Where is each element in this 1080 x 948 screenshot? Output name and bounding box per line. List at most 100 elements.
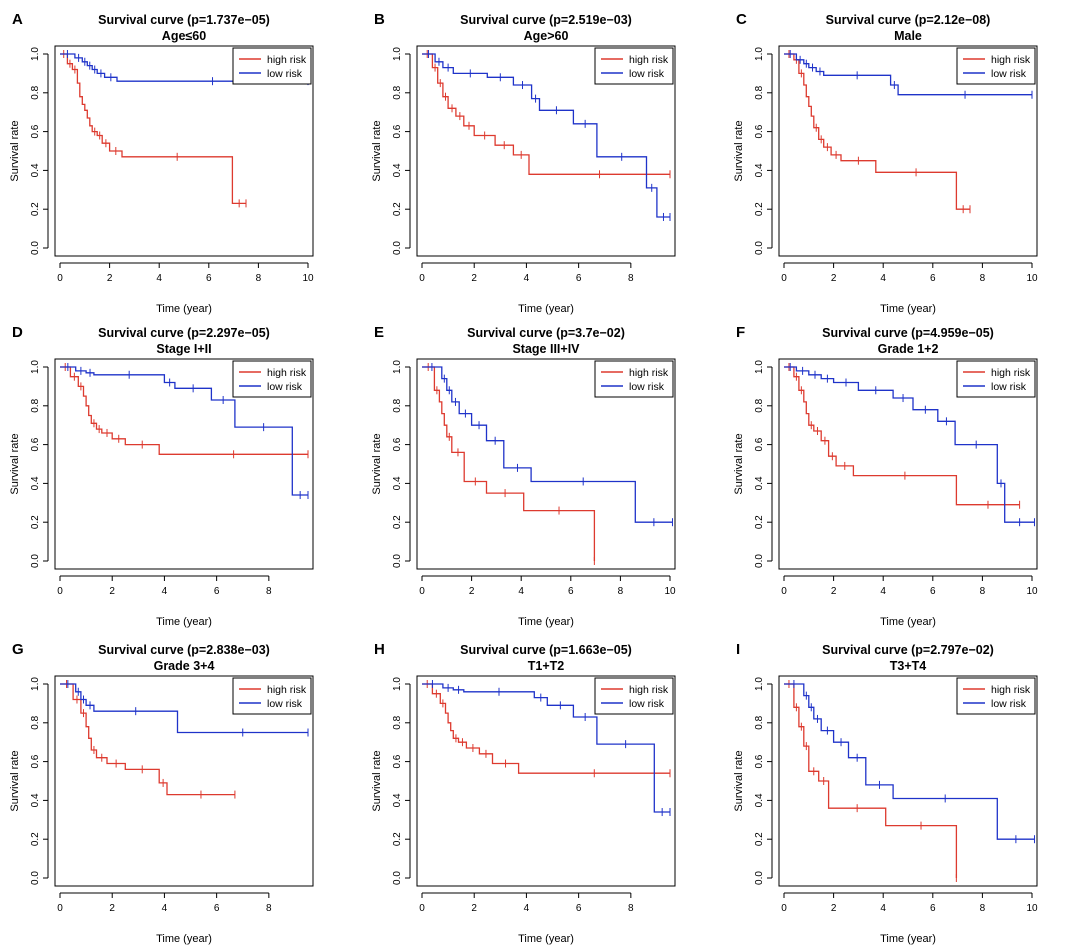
- x-tick-label: 8: [266, 586, 272, 597]
- y-tick-label: 0.0: [392, 241, 403, 255]
- x-tick-label: 4: [524, 903, 530, 914]
- chart-subtitle: Stage I+II: [156, 342, 211, 356]
- legend-label-high-risk: high risk: [991, 684, 1031, 696]
- y-tick-label: 0.2: [754, 832, 765, 846]
- y-axis: 0.0 0.2 0.4 0.6 0.8 1.0: [392, 47, 411, 255]
- plot-frame: [54, 358, 314, 570]
- x-axis: 0 2 4 6 8 10: [419, 575, 676, 597]
- y-tick-label: 1.0: [754, 677, 765, 691]
- x-tick-label: 6: [930, 273, 936, 284]
- legend-label-high-risk: high risk: [991, 54, 1031, 66]
- series-low-risk: [784, 680, 1035, 844]
- chart-title: Survival curve (p=1.663e−05): [460, 643, 632, 657]
- legend: high risk low risk: [232, 360, 312, 398]
- series-low-risk: [60, 363, 309, 500]
- y-tick-label: 0.6: [30, 437, 41, 451]
- x-tick-label: 2: [831, 273, 837, 284]
- x-axis: 0 2 4 6 8 10: [781, 262, 1038, 284]
- x-tick-label: 4: [518, 586, 524, 597]
- y-axis-title: Survival rate: [371, 120, 383, 181]
- panel-letter: I: [736, 641, 740, 658]
- survival-step-line-high-risk: [422, 366, 596, 561]
- y-tick-label: 0.6: [392, 754, 403, 768]
- x-tick-label: 6: [930, 903, 936, 914]
- x-tick-label: 2: [469, 586, 475, 597]
- x-tick-label: 8: [628, 903, 634, 914]
- y-tick-label: 1.0: [392, 47, 403, 61]
- x-axis-title: Time (year): [880, 933, 936, 945]
- chart-title: Survival curve (p=2.838e−03): [98, 643, 270, 657]
- x-tick-label: 0: [781, 273, 787, 284]
- survival-panel-b: B Survival curve (p=2.519e−03) Age>60 0 2 4 6 8…: [371, 11, 676, 315]
- plot-frame: [778, 358, 1038, 570]
- legend-label-high-risk: high risk: [267, 684, 307, 696]
- x-tick-label: 0: [419, 273, 425, 284]
- panel-letter: D: [12, 324, 23, 341]
- chart-subtitle: Grade 3+4: [154, 659, 215, 673]
- y-tick-label: 0.2: [392, 202, 403, 216]
- legend-label-low-risk: low risk: [267, 698, 303, 710]
- y-tick-label: 0.8: [30, 398, 41, 412]
- survival-panel-g: G Survival curve (p=2.838e−03) Grade 3+4 0 2…: [9, 641, 314, 945]
- panel-letter: G: [12, 641, 24, 658]
- legend-box: [594, 47, 674, 85]
- x-axis-title: Time (year): [518, 933, 574, 945]
- legend: high risk low risk: [594, 360, 674, 398]
- legend-label-low-risk: low risk: [991, 698, 1027, 710]
- y-tick-label: 0.6: [754, 437, 765, 451]
- x-tick-label: 4: [162, 586, 168, 597]
- y-tick-label: 0.2: [754, 515, 765, 529]
- x-tick-label: 10: [1026, 273, 1038, 284]
- x-axis: 0 2 4 6 8 10: [57, 262, 314, 284]
- x-tick-label: 0: [781, 903, 787, 914]
- y-tick-label: 0.0: [754, 554, 765, 568]
- y-axis: 0.0 0.2 0.4 0.6 0.8 1.0: [754, 677, 773, 885]
- y-tick-label: 0.0: [754, 871, 765, 885]
- y-axis-title: Survival rate: [733, 750, 745, 811]
- series-low-risk: [422, 363, 673, 527]
- series-high-risk: [422, 50, 671, 179]
- survival-step-line-high-risk: [60, 53, 246, 205]
- x-tick-label: 0: [57, 586, 63, 597]
- y-axis: 0.0 0.2 0.4 0.6 0.8 1.0: [30, 47, 49, 255]
- chart-subtitle: T1+T2: [528, 659, 565, 673]
- survival-step-line-low-risk: [422, 366, 673, 523]
- series-low-risk: [60, 50, 309, 86]
- x-axis-title: Time (year): [156, 616, 212, 628]
- chart-title: Survival curve (p=3.7e−02): [467, 326, 625, 340]
- x-tick-label: 6: [214, 586, 220, 597]
- survival-step-line-low-risk: [784, 366, 1035, 523]
- x-tick-label: 8: [256, 273, 262, 284]
- y-tick-label: 0.8: [754, 715, 765, 729]
- chart-title: Survival curve (p=4.959e−05): [822, 326, 994, 340]
- y-tick-label: 0.8: [754, 398, 765, 412]
- legend-box: [232, 677, 312, 715]
- panel-letter: E: [374, 324, 384, 341]
- x-axis: 0 2 4 6 8 10: [781, 892, 1038, 914]
- y-axis-title: Survival rate: [9, 120, 21, 181]
- y-tick-label: 0.8: [30, 715, 41, 729]
- y-tick-label: 0.4: [392, 793, 403, 807]
- x-tick-label: 4: [880, 903, 886, 914]
- survival-step-line-high-risk: [784, 366, 1020, 506]
- x-tick-label: 10: [1026, 903, 1038, 914]
- survival-step-line-high-risk: [422, 683, 670, 774]
- x-tick-label: 0: [781, 586, 787, 597]
- x-tick-label: 6: [206, 273, 212, 284]
- chart-title: Survival curve (p=2.12e−08): [826, 13, 991, 27]
- y-tick-label: 0.2: [754, 202, 765, 216]
- legend: high risk low risk: [594, 677, 674, 715]
- x-tick-label: 6: [576, 273, 582, 284]
- x-tick-label: 8: [980, 903, 986, 914]
- y-axis-title: Survival rate: [9, 750, 21, 811]
- series-high-risk: [784, 50, 971, 214]
- panel-letter: H: [374, 641, 385, 658]
- legend: high risk low risk: [956, 47, 1036, 85]
- x-axis: 0 2 4 6 8: [419, 262, 634, 284]
- panel-letter: A: [12, 11, 23, 28]
- survival-panel-i: I Survival curve (p=2.797e−02) T3+T4 0 2 4 6 8 1…: [733, 641, 1038, 945]
- series-high-risk: [60, 50, 247, 208]
- y-tick-label: 0.6: [30, 754, 41, 768]
- y-tick-label: 0.0: [30, 871, 41, 885]
